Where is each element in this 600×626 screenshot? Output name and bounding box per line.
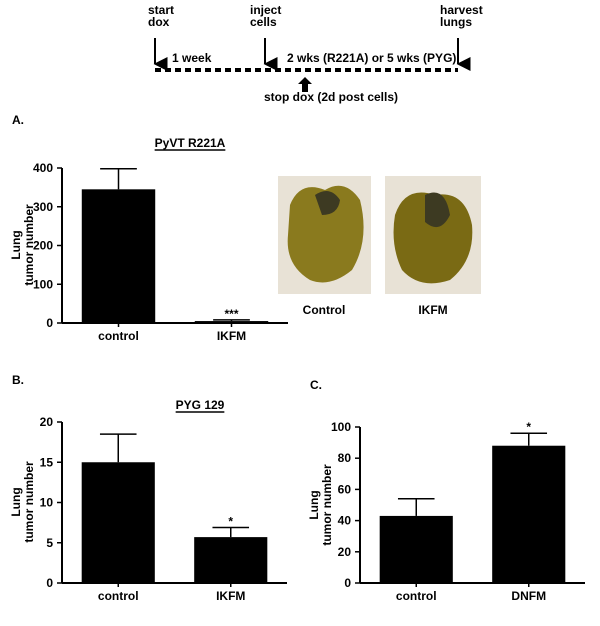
bar (492, 445, 566, 583)
panel-label: C. (310, 378, 322, 392)
significance: * (228, 514, 233, 528)
photo (278, 176, 371, 294)
chart-title: PyVT R221A (155, 136, 226, 150)
y-tick-label: 0 (46, 316, 53, 330)
y-axis-label: tumor number (22, 461, 36, 543)
bar (379, 515, 453, 583)
x-tick-label: control (396, 589, 437, 603)
chart-title: PYG 129 (176, 398, 225, 412)
y-tick-label: 20 (40, 415, 54, 429)
timeline: start dox inject cells harvest lungs 1 w… (148, 3, 483, 104)
y-axis-label: tumor number (320, 464, 334, 546)
label: harvest (440, 3, 483, 17)
y-tick-label: 80 (338, 451, 352, 465)
photo-caption: Control (303, 303, 346, 317)
label: start (148, 3, 174, 17)
y-tick-label: 400 (33, 161, 53, 175)
y-tick-label: 20 (338, 545, 352, 559)
y-tick-label: 10 (40, 496, 54, 510)
panel-label: B. (12, 373, 24, 387)
y-axis-label: Lung (307, 490, 321, 519)
x-tick-label: control (98, 589, 139, 603)
label: dox (148, 15, 170, 29)
significance: * (526, 420, 531, 434)
x-tick-label: control (98, 329, 139, 343)
bar (81, 462, 155, 583)
y-tick-label: 300 (33, 200, 53, 214)
y-tick-label: 200 (33, 239, 53, 253)
x-tick-label: IKFM (216, 589, 245, 603)
y-tick-label: 15 (40, 455, 54, 469)
panel-label: A. (12, 113, 24, 127)
label: inject (250, 3, 281, 17)
y-tick-label: 60 (338, 482, 352, 496)
bar (194, 537, 268, 583)
x-tick-label: DNFM (511, 589, 546, 603)
x-tick-label: IKFM (217, 329, 246, 343)
y-axis-label: Lung (9, 230, 23, 259)
bar (81, 189, 156, 323)
y-tick-label: 0 (46, 576, 53, 590)
y-axis-label: tumor number (22, 204, 36, 286)
up-arrow (298, 77, 312, 92)
label: 1 week (172, 51, 212, 65)
y-tick-label: 40 (338, 514, 352, 528)
bar (194, 321, 269, 323)
label: 2 wks (R221A) or 5 wks (PYG) (287, 51, 456, 65)
photo (385, 176, 481, 294)
significance: *** (224, 307, 238, 321)
label: stop dox (2d post cells) (264, 90, 398, 104)
y-tick-label: 100 (331, 420, 351, 434)
y-tick-label: 0 (344, 576, 351, 590)
label: cells (250, 15, 277, 29)
y-tick-label: 100 (33, 277, 53, 291)
y-tick-label: 5 (46, 536, 53, 550)
y-axis-label: Lung (9, 487, 23, 516)
label: lungs (440, 15, 472, 29)
photo-caption: IKFM (418, 303, 447, 317)
